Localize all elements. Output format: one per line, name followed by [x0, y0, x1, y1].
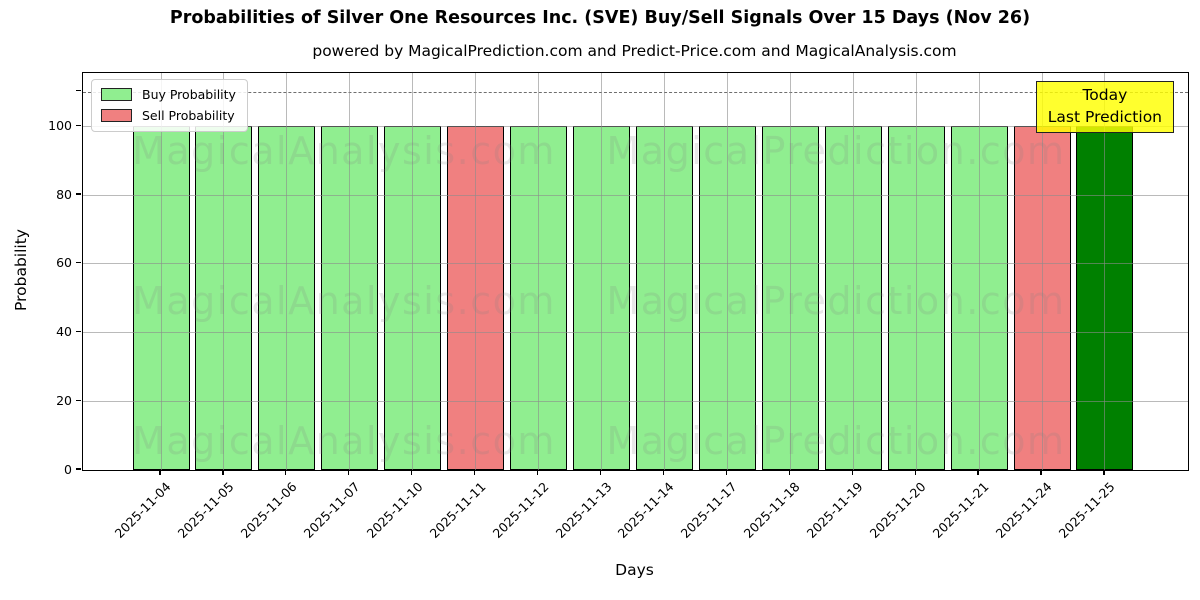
gridline-vertical: [852, 73, 854, 470]
gridline-horizontal: [83, 125, 1188, 127]
threshold-dashed-line: [83, 91, 1188, 93]
x-axis-label: Days: [615, 561, 654, 579]
gridline-horizontal: [83, 263, 1188, 265]
gridline-vertical: [538, 73, 540, 470]
y-tick-label: 60: [56, 255, 72, 271]
x-axis-tick: [788, 470, 790, 475]
y-axis-tick: [76, 124, 81, 126]
y-axis-tick: [76, 468, 81, 470]
legend-item-buy: Buy Probability: [101, 87, 236, 102]
x-axis-tick: [851, 470, 853, 475]
y-tick-label: 80: [56, 186, 72, 202]
x-axis-tick: [1040, 470, 1042, 475]
gridline-vertical: [915, 73, 917, 470]
gridline-vertical: [978, 73, 980, 470]
x-axis-tick: [222, 470, 224, 475]
y-axis-tick: [76, 262, 81, 264]
x-axis-tick: [411, 470, 413, 475]
gridline-vertical: [349, 73, 351, 470]
x-axis-tick: [536, 470, 539, 475]
y-tick-label: 20: [56, 392, 72, 408]
gridline-vertical: [160, 73, 162, 470]
x-axis-tick: [159, 470, 161, 475]
gridline-vertical: [475, 73, 477, 470]
gridline-vertical: [1104, 73, 1106, 470]
gridline-vertical: [726, 73, 728, 470]
y-tick-label: 40: [56, 324, 72, 339]
legend-label-sell: Sell Probability: [142, 108, 235, 123]
gridline-vertical: [412, 73, 414, 470]
today-annotation: Today Last Prediction: [1035, 81, 1174, 133]
gridline-horizontal: [83, 332, 1188, 333]
y-tick-label: 0: [64, 461, 72, 477]
gridline-vertical: [789, 73, 791, 470]
gridline-vertical: [601, 73, 602, 470]
x-axis-tick: [914, 470, 916, 475]
legend: Buy Probability Sell Probability: [91, 79, 248, 132]
chart-title: Probabilities of Silver One Resources In…: [169, 8, 1031, 28]
x-axis-tick: [662, 470, 665, 475]
x-axis-tick: [725, 470, 727, 475]
chart-subtitle: powered by MagicalPrediction.com and Pre…: [312, 42, 957, 60]
y-axis-tick: [76, 399, 81, 401]
gridline-vertical: [1041, 73, 1043, 470]
x-axis-tick: [599, 470, 602, 475]
x-axis-tick: [474, 470, 476, 475]
sell-color-swatch: [101, 109, 132, 122]
x-axis-tick: [1103, 470, 1105, 475]
legend-item-sell: Sell Probability: [101, 108, 236, 123]
x-axis-tick: [285, 470, 287, 475]
legend-label-buy: Buy Probability: [142, 87, 236, 102]
today-annotation-line2: Last Prediction: [1047, 108, 1162, 126]
gridline-vertical: [286, 73, 288, 470]
x-axis-tick: [348, 470, 350, 475]
y-axis-tick-threshold: [76, 90, 81, 92]
today-annotation-line1: Today: [1082, 86, 1128, 104]
y-axis-tick: [76, 330, 81, 333]
gridline-vertical: [223, 73, 225, 470]
buy-color-swatch: [101, 88, 132, 101]
gridline-vertical: [663, 73, 665, 470]
plot-area: Buy Probability Sell Probability Today L…: [82, 72, 1189, 471]
y-axis-label: Probability: [12, 229, 30, 311]
y-tick-label: 100: [48, 117, 72, 133]
gridline-horizontal: [83, 400, 1188, 402]
y-axis-tick: [76, 193, 81, 195]
x-axis-tick: [977, 470, 979, 475]
gridline-horizontal: [83, 194, 1188, 196]
